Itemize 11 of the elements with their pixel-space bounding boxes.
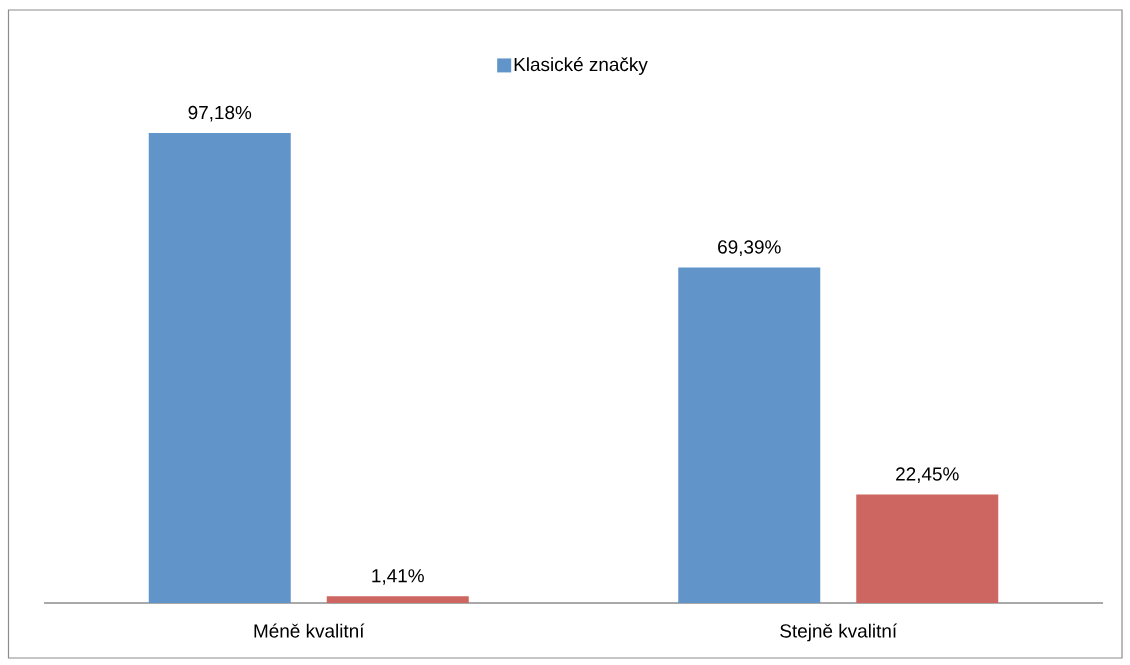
data-label: 22,45% bbox=[896, 467, 959, 483]
data-label: 97,18% bbox=[188, 105, 252, 122]
legend-label: Klasické značky bbox=[514, 57, 648, 75]
x-tick-label: Méně kvalitní bbox=[254, 623, 365, 638]
bar bbox=[856, 494, 999, 603]
bar bbox=[148, 133, 291, 603]
bar bbox=[326, 596, 469, 603]
data-label: 1,41% bbox=[372, 569, 424, 585]
bar bbox=[678, 267, 821, 603]
x-tick-label: Stejně kvalitní bbox=[780, 623, 898, 642]
data-label: 69,39% bbox=[718, 240, 781, 256]
